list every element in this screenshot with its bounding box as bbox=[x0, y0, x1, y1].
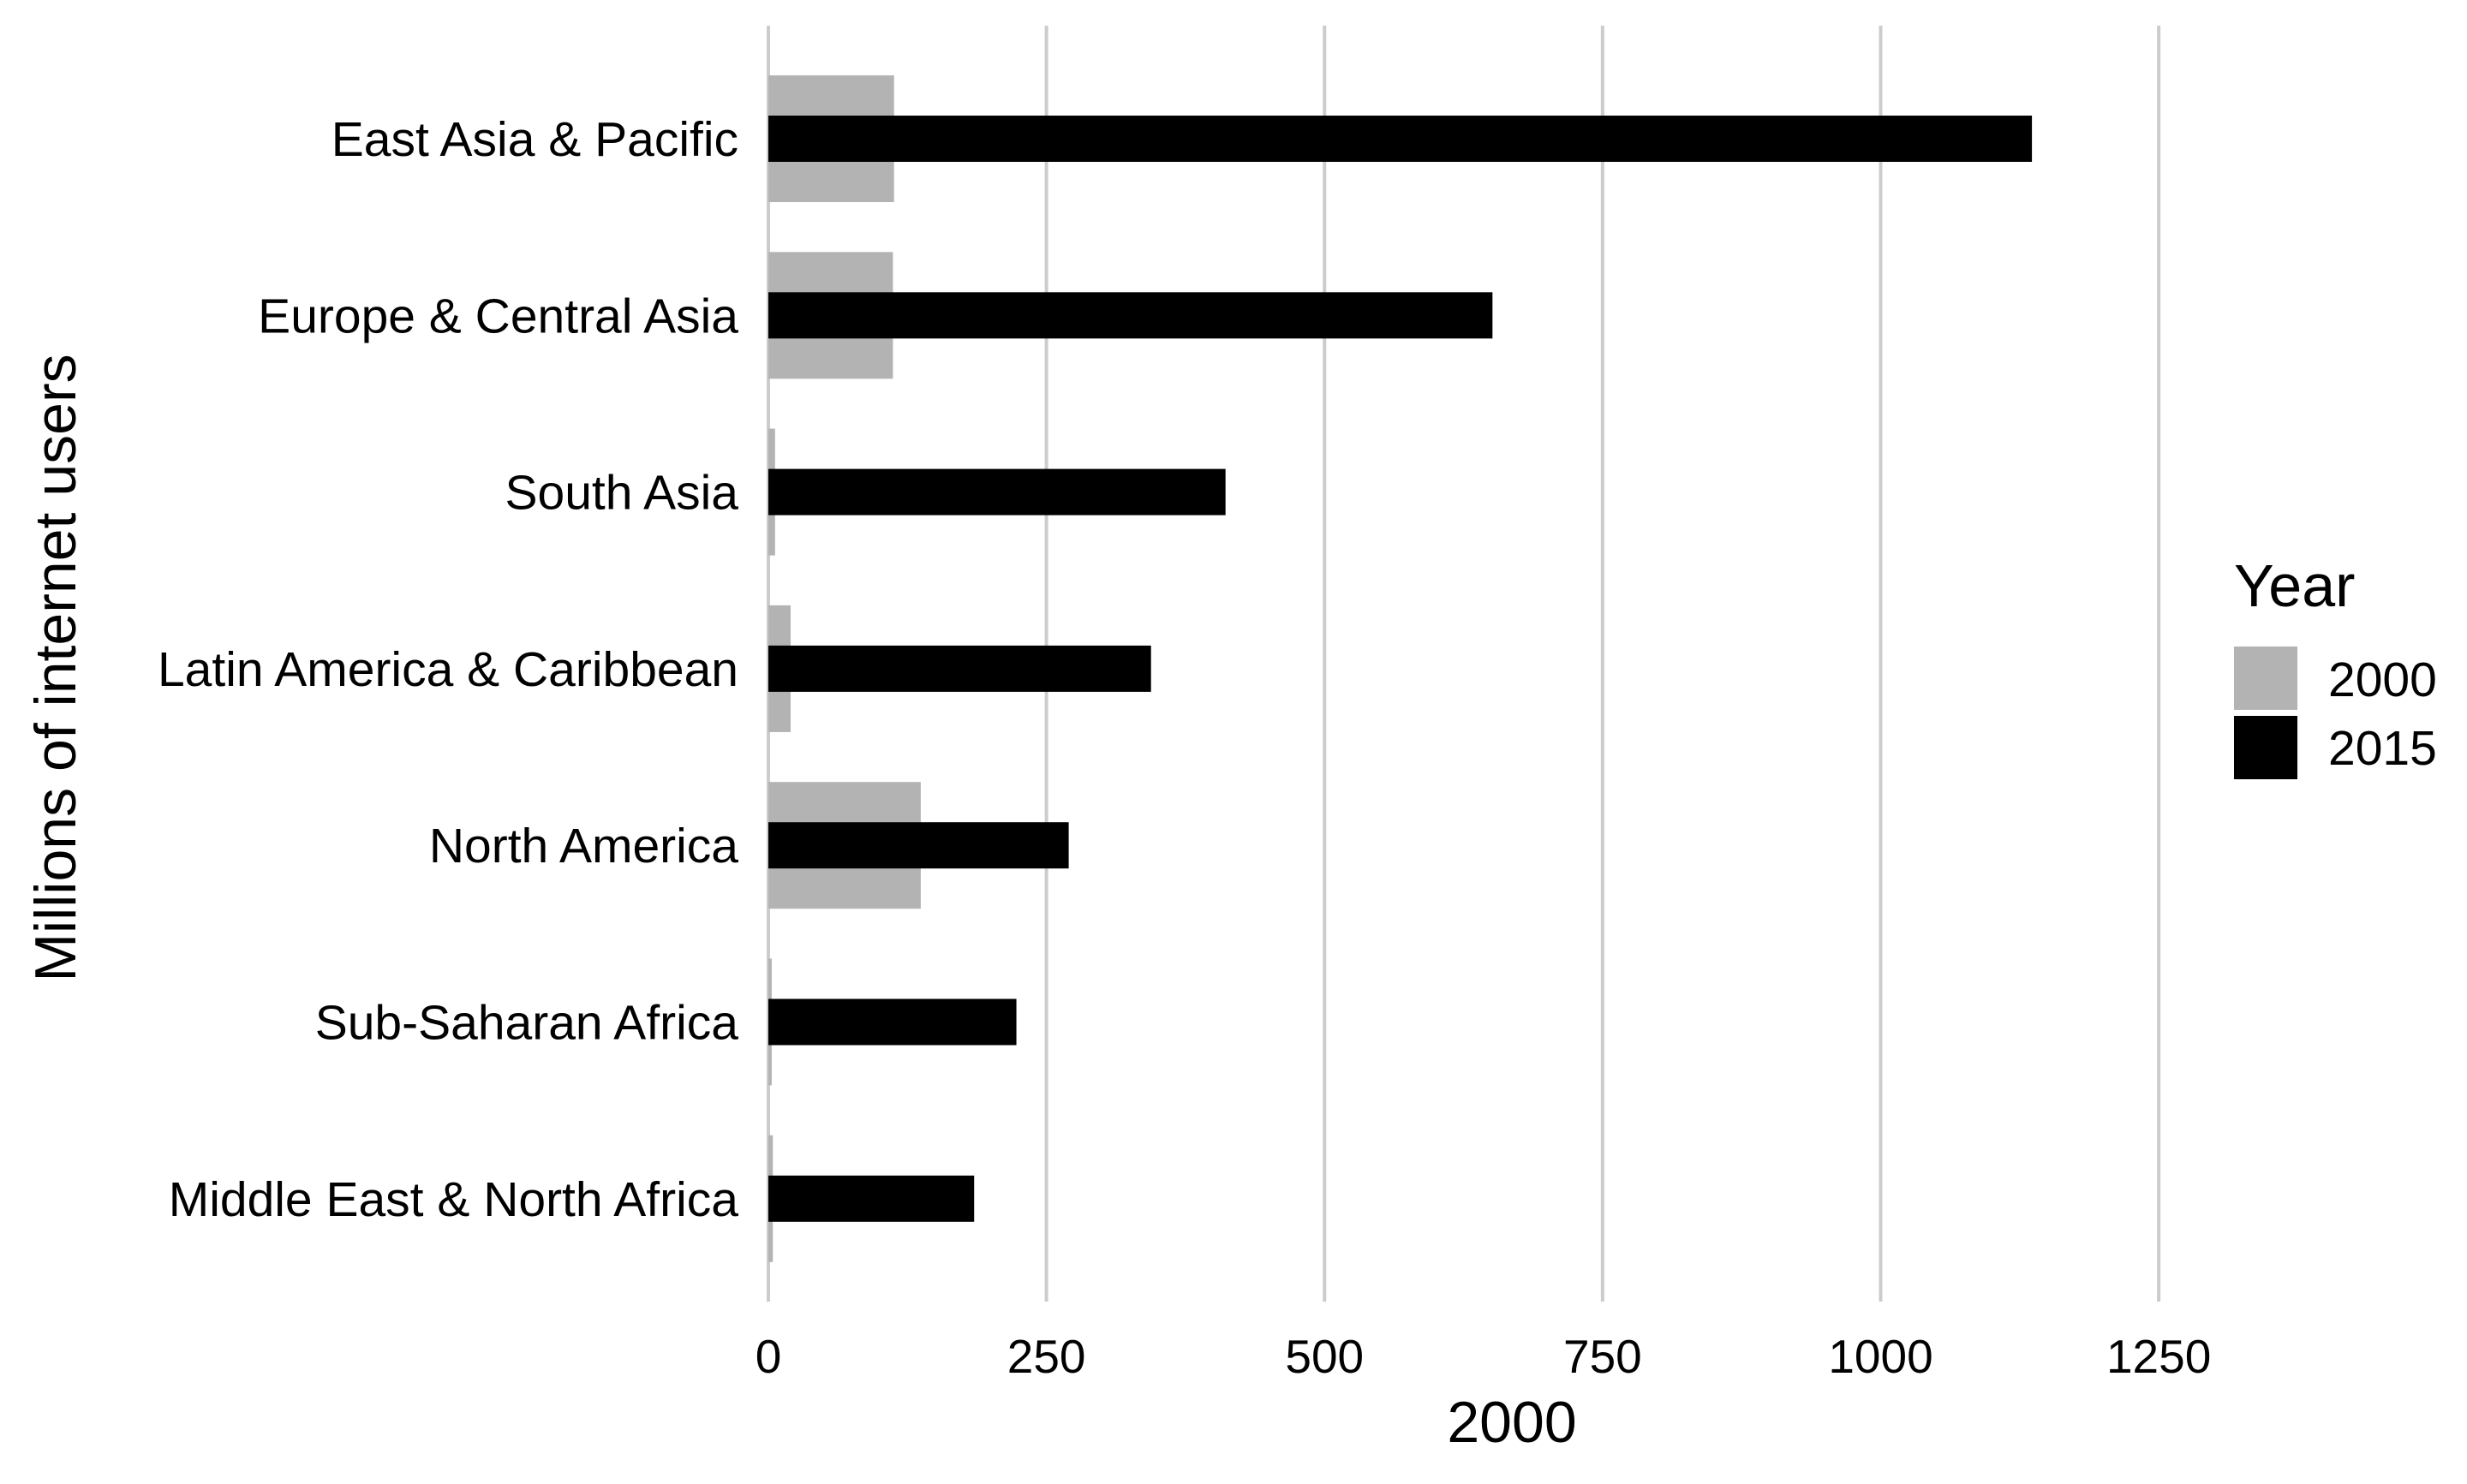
category-label: Middle East & North Africa bbox=[169, 1172, 739, 1227]
legend-label-2000: 2000 bbox=[2328, 653, 2437, 707]
legend-label-2015: 2015 bbox=[2328, 721, 2437, 776]
x-tick-label: 1250 bbox=[2106, 1330, 2211, 1383]
bar-2015 bbox=[768, 468, 1226, 516]
bar-2015 bbox=[768, 822, 1069, 869]
x-tick-label: 750 bbox=[1563, 1330, 1642, 1383]
bar-2015 bbox=[768, 1175, 975, 1222]
y-axis-title: Millions of internet users bbox=[23, 354, 88, 981]
category-label: South Asia bbox=[505, 466, 738, 521]
category-labels: East Asia & Pacific Europe & Central Asia… bbox=[158, 112, 738, 1227]
x-tick-labels: 0 250 500 750 1000 1250 bbox=[756, 1330, 2212, 1383]
legend-swatch-2015 bbox=[2234, 716, 2297, 779]
bar-2015 bbox=[768, 645, 1151, 692]
x-tick-label: 500 bbox=[1285, 1330, 1364, 1383]
legend-title: Year bbox=[2234, 552, 2355, 619]
bar-2015 bbox=[768, 116, 2033, 162]
x-tick-label: 250 bbox=[1007, 1330, 1086, 1383]
legend-swatch-2000 bbox=[2234, 647, 2297, 710]
bar-2015 bbox=[768, 292, 1493, 339]
legend: Year 2000 2015 bbox=[2234, 552, 2437, 779]
bar-2015 bbox=[768, 998, 1017, 1046]
category-label: Europe & Central Asia bbox=[258, 289, 738, 343]
category-label: Sub-Saharan Africa bbox=[315, 996, 739, 1051]
x-tick-label: 0 bbox=[756, 1330, 782, 1383]
category-label: East Asia & Pacific bbox=[332, 112, 738, 167]
bars bbox=[768, 75, 2033, 1262]
category-label: Latin America & Caribbean bbox=[158, 642, 738, 697]
gridlines bbox=[767, 26, 2161, 1302]
category-label: North America bbox=[429, 819, 738, 873]
x-tick-label: 1000 bbox=[1828, 1330, 1932, 1383]
x-axis-title: 2000 bbox=[1447, 1390, 1576, 1455]
